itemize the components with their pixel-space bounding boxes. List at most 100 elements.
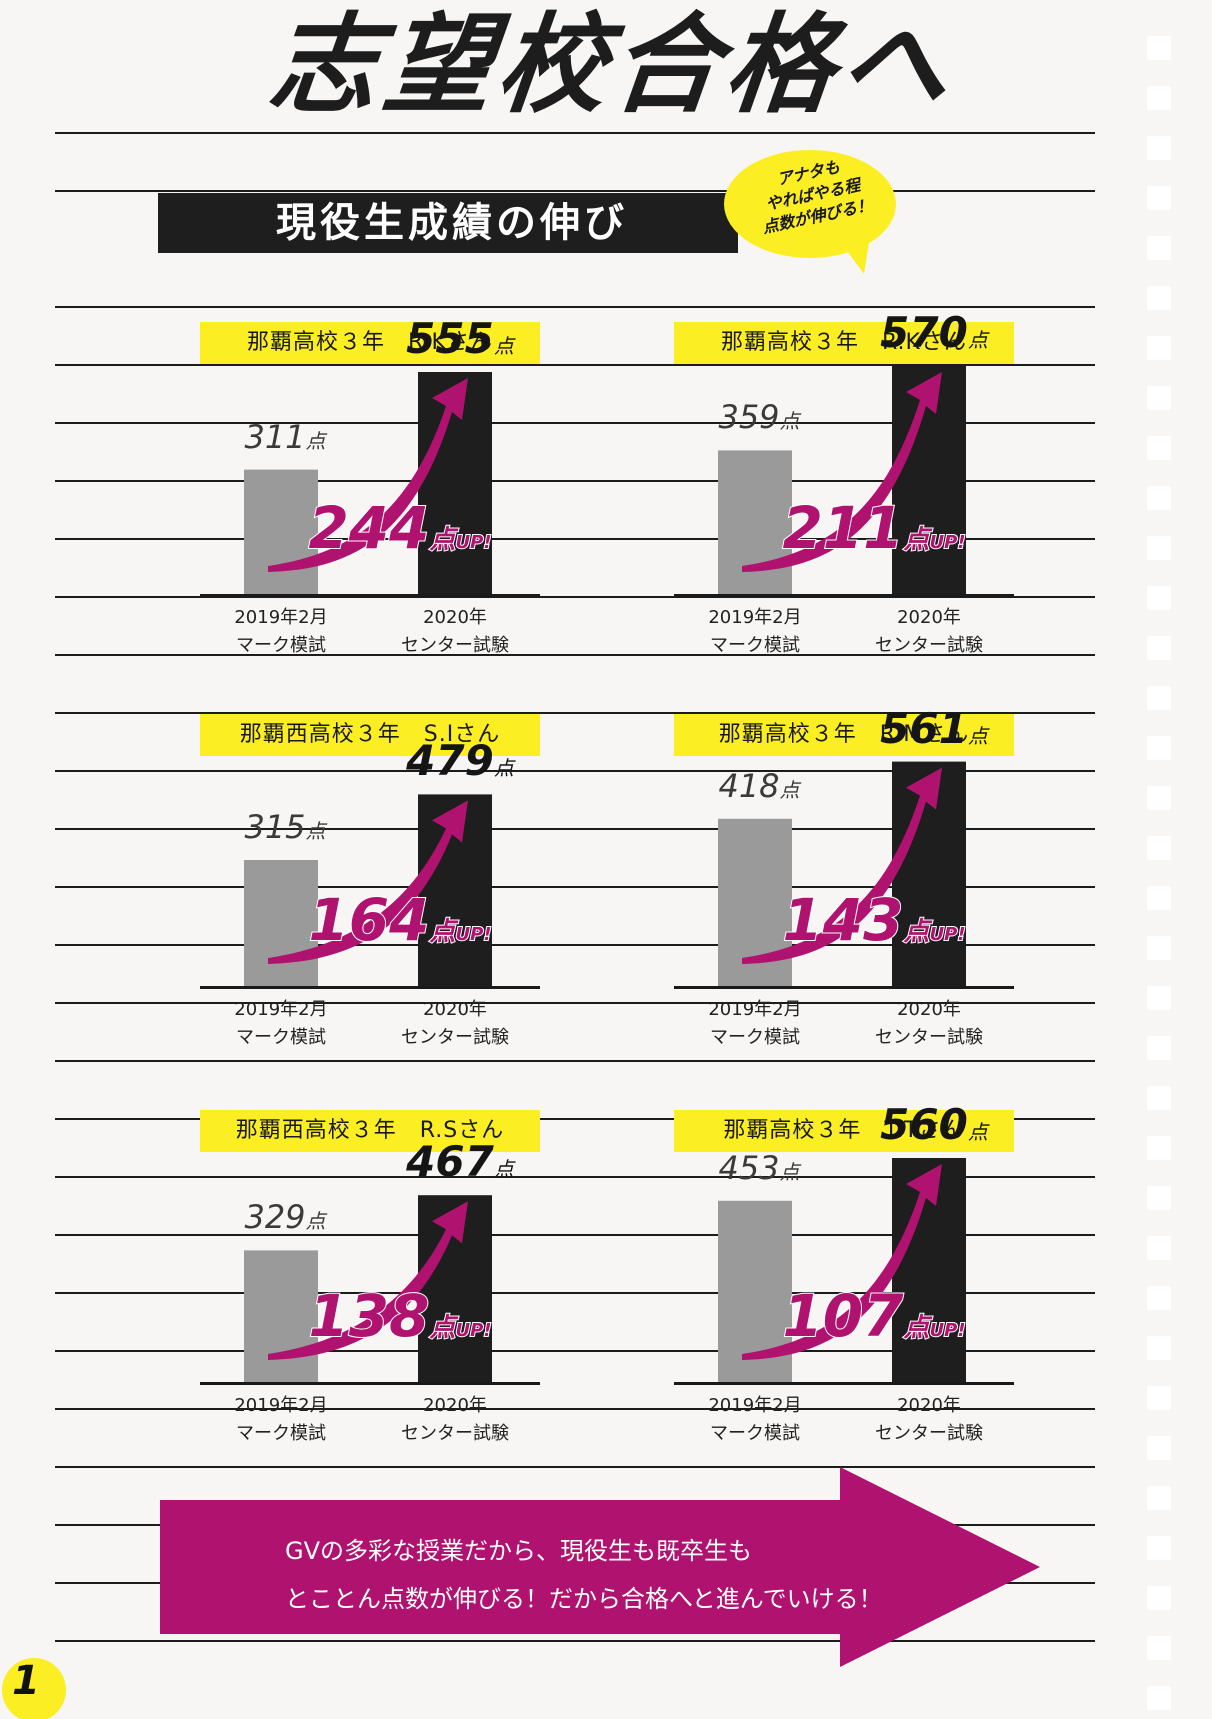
before-score: 311点 bbox=[230, 418, 340, 456]
growth-arrow bbox=[268, 800, 468, 964]
period-before: 2019年2月 マーク模試 bbox=[206, 604, 356, 660]
gain-number: 244 bbox=[307, 493, 430, 563]
notebook-rule bbox=[55, 654, 1095, 656]
period-before-line-1: 2019年2月 bbox=[234, 607, 328, 628]
punch-hole bbox=[1147, 336, 1171, 360]
punch-hole bbox=[1147, 186, 1171, 210]
punch-hole bbox=[1147, 986, 1171, 1010]
gain-unit: 点 bbox=[903, 524, 931, 556]
period-before-line-2: マーク模試 bbox=[710, 635, 800, 656]
gain-number: 143 bbox=[781, 885, 904, 955]
period-before: 2019年2月 マーク模試 bbox=[206, 996, 356, 1052]
punch-hole bbox=[1147, 1236, 1171, 1260]
period-before-line-2: マーク模試 bbox=[236, 635, 326, 656]
gain-unit: 点 bbox=[903, 916, 931, 948]
bar-chart bbox=[200, 794, 540, 989]
score-card: 那覇高校３年 T.Tさん 453点 560点 107点UP! 2019年2月 マーク模試 2… bbox=[674, 1100, 1034, 1470]
notebook-rule bbox=[55, 1350, 1095, 1352]
bar-before bbox=[244, 469, 318, 594]
punch-hole bbox=[1147, 236, 1171, 260]
student-label: 那覇高校３年 R.Kさん bbox=[200, 322, 540, 364]
punch-hole bbox=[1147, 136, 1171, 160]
gain-suffix: UP! bbox=[929, 923, 967, 946]
notebook-rule bbox=[55, 1118, 1095, 1120]
point-unit: 点 bbox=[779, 1159, 800, 1184]
point-unit: 点 bbox=[305, 428, 326, 453]
score-card: 那覇高校３年 R.Kさん 311点 555点 244点UP! 2019年2月 マーク模試 2… bbox=[200, 314, 560, 682]
gain-unit: 点 bbox=[429, 916, 457, 948]
before-score-value: 359 bbox=[718, 398, 780, 437]
notebook-rule bbox=[55, 712, 1095, 714]
after-score: 560点 bbox=[864, 1100, 1004, 1149]
punch-hole bbox=[1147, 1086, 1171, 1110]
notebook-rule bbox=[55, 1466, 1095, 1468]
after-score-value: 560 bbox=[880, 1100, 968, 1149]
punch-hole bbox=[1147, 386, 1171, 410]
punch-hole bbox=[1147, 1536, 1171, 1560]
period-after-line-2: センター試験 bbox=[401, 1027, 509, 1048]
before-score-value: 311 bbox=[244, 417, 306, 456]
point-unit: 点 bbox=[493, 1157, 514, 1182]
gain-unit: 点 bbox=[903, 1312, 931, 1344]
gain-number: 107 bbox=[781, 1281, 904, 1351]
punch-hole bbox=[1147, 786, 1171, 810]
notebook-rule bbox=[55, 364, 1095, 366]
gain-value: 244点UP! bbox=[305, 493, 495, 563]
punch-hole bbox=[1147, 1486, 1171, 1510]
point-unit: 点 bbox=[779, 777, 800, 802]
punch-hole bbox=[1147, 836, 1171, 860]
period-after-line-1: 2020年 bbox=[423, 999, 487, 1020]
after-score: 561点 bbox=[864, 704, 1004, 753]
punch-hole bbox=[1147, 286, 1171, 310]
growth-arrow bbox=[742, 1164, 942, 1360]
score-card: 那覇西高校３年 R.Sさん 329点 467点 138点UP! 2019年2月 マーク模試… bbox=[200, 1110, 560, 1470]
notebook-rule bbox=[55, 538, 1095, 540]
after-score-value: 479 bbox=[406, 736, 494, 786]
period-after-line-1: 2020年 bbox=[423, 1395, 487, 1416]
bar-chart bbox=[674, 366, 1014, 597]
period-before-line-1: 2019年2月 bbox=[234, 1395, 328, 1416]
notebook-rule bbox=[55, 132, 1095, 134]
growth-arrow bbox=[268, 1201, 468, 1360]
punch-hole bbox=[1147, 1336, 1171, 1360]
notebook-rule bbox=[55, 190, 1095, 192]
student-label: 那覇高校３年 T.Tさん bbox=[674, 1110, 1014, 1152]
period-before: 2019年2月 マーク模試 bbox=[680, 996, 830, 1052]
before-score: 315点 bbox=[230, 808, 340, 846]
gain-suffix: UP! bbox=[455, 923, 493, 946]
period-after-line-2: センター試験 bbox=[875, 1423, 983, 1444]
section-title: 現役生成績の伸び bbox=[276, 200, 628, 246]
chart-baseline bbox=[200, 594, 540, 597]
point-unit: 点 bbox=[967, 1120, 988, 1144]
bar-chart bbox=[674, 761, 1014, 989]
period-after-line-2: センター試験 bbox=[401, 635, 509, 656]
page-title: 志望校合格へ bbox=[263, 3, 961, 128]
period-before-line-2: マーク模試 bbox=[236, 1423, 326, 1444]
score-card: 那覇高校３年 R.Kさん 359点 570点 211点UP! 2019年2月 マーク模試 2… bbox=[674, 308, 1034, 682]
punch-hole bbox=[1147, 936, 1171, 960]
punch-hole bbox=[1147, 436, 1171, 460]
after-score: 570点 bbox=[864, 308, 1004, 357]
notebook-rule bbox=[55, 1002, 1095, 1004]
punch-hole bbox=[1147, 1686, 1171, 1710]
gain-number: 138 bbox=[307, 1281, 430, 1351]
period-before: 2019年2月 マーク模試 bbox=[680, 1392, 830, 1448]
before-score-value: 453 bbox=[718, 1148, 780, 1187]
gain-value: 164点UP! bbox=[305, 885, 495, 955]
period-after-line-1: 2020年 bbox=[423, 607, 487, 628]
point-unit: 点 bbox=[967, 723, 988, 748]
period-before-line-1: 2019年2月 bbox=[708, 999, 802, 1020]
gain-suffix: UP! bbox=[455, 1319, 493, 1342]
after-score: 479点 bbox=[390, 736, 530, 785]
period-after-line-2: センター試験 bbox=[875, 1027, 983, 1048]
chart-baseline bbox=[200, 1382, 540, 1385]
period-before: 2019年2月 マーク模試 bbox=[206, 1392, 356, 1448]
before-score-value: 418 bbox=[718, 766, 780, 805]
notebook-rule bbox=[55, 1176, 1095, 1178]
before-score-value: 315 bbox=[244, 808, 306, 846]
period-after-line-1: 2020年 bbox=[897, 1395, 961, 1416]
gain-value: 211点UP! bbox=[779, 493, 969, 563]
punch-hole bbox=[1147, 1586, 1171, 1610]
page-number: 1 bbox=[12, 1658, 40, 1704]
period-before-line-1: 2019年2月 bbox=[708, 607, 802, 628]
